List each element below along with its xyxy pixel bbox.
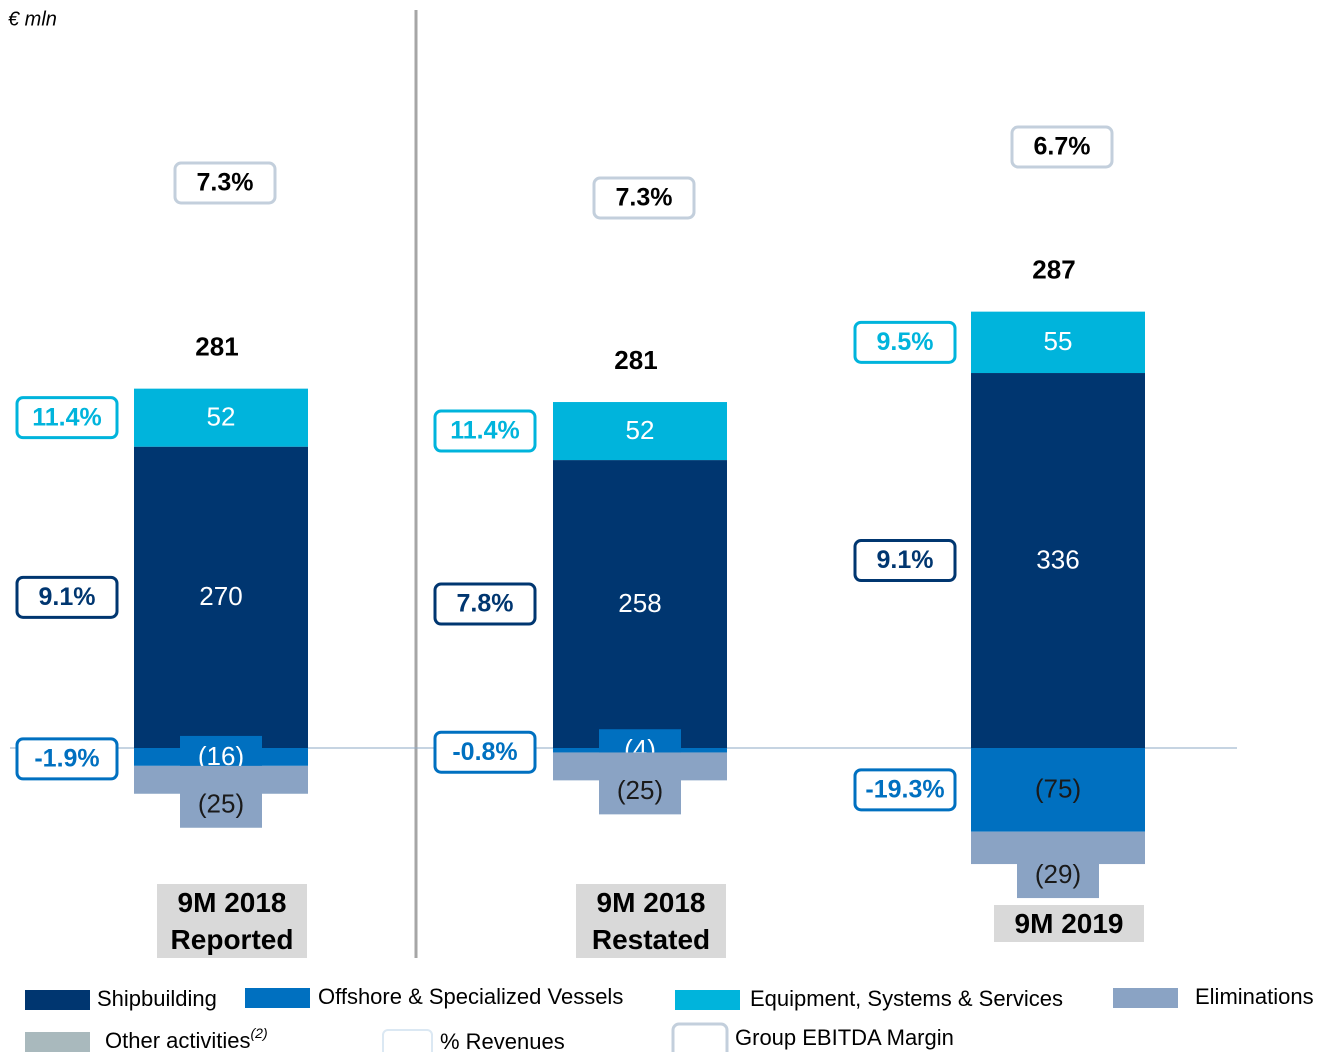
- legend-label: Shipbuilding: [97, 986, 217, 1011]
- segment-margin-box: [853, 539, 957, 583]
- segment-margin: 9.1%: [39, 583, 96, 611]
- legend-name: Shipbuilding: [97, 986, 217, 1011]
- legend-superscript: (2): [251, 1025, 268, 1041]
- segment-margin-box: [853, 768, 957, 812]
- legend-swatch: [25, 1032, 90, 1052]
- value-label: 270: [199, 581, 242, 611]
- value-label: 336: [1036, 544, 1079, 574]
- category-label: 9M 2018 Reported: [157, 884, 307, 958]
- label-box: [180, 783, 262, 828]
- label-box: [1017, 854, 1099, 899]
- category-label: 9M 2018 Restated: [576, 884, 726, 958]
- bar-segment: [971, 373, 1145, 748]
- segment-margin: 9.1%: [877, 546, 934, 574]
- ebitda-margin: 7.3%: [197, 169, 254, 197]
- segment-margin: 11.4%: [32, 403, 102, 431]
- ebitda-margin-box: [173, 161, 277, 205]
- segment-margin: -19.3%: [865, 775, 944, 803]
- ebitda-margin: 7.3%: [616, 184, 673, 212]
- bar-segment: [553, 460, 727, 748]
- value-label: (25): [617, 775, 663, 805]
- segment-margin-box: [433, 409, 537, 453]
- ebitda-margin: 6.7%: [1034, 133, 1091, 161]
- total-label: 287: [1032, 255, 1075, 285]
- category-label: 9M 2019: [994, 905, 1144, 942]
- unit-label: € mln: [8, 8, 57, 30]
- legend-swatch: [1113, 988, 1178, 1008]
- legend-name: Equipment, Systems & Services: [750, 986, 1063, 1011]
- ebitda-margin-box: [592, 176, 696, 220]
- bar-segment: [553, 402, 727, 461]
- segment-margin: 11.4%: [450, 417, 520, 445]
- segment-margin: -1.9%: [34, 745, 99, 773]
- legend-name: Other activities: [105, 1028, 251, 1052]
- value-label: (25): [198, 789, 244, 819]
- value-label: 258: [618, 588, 661, 618]
- legend-name: Eliminations: [1195, 984, 1314, 1009]
- bar-segment: [134, 388, 308, 447]
- value-label: 52: [207, 402, 236, 432]
- segment-margin-box: [15, 737, 119, 781]
- ebitda-margin-box: [1010, 125, 1114, 169]
- segment-margin: 7.8%: [457, 590, 514, 618]
- bar-segment: [971, 311, 1145, 374]
- segment-margin-box: [433, 730, 537, 774]
- label-box: [599, 770, 681, 815]
- legend-label: Equipment, Systems & Services: [750, 986, 1063, 1011]
- legend-label: % Revenues: [440, 1029, 565, 1052]
- legend-swatch: [245, 988, 310, 1008]
- segment-margin-box: [433, 582, 537, 626]
- segment-margin-box: [15, 575, 119, 619]
- value-label: (75): [1035, 774, 1081, 804]
- legend-label: Eliminations: [1195, 984, 1314, 1009]
- legend-name: Offshore & Specialized Vessels: [318, 984, 623, 1009]
- value-label: 52: [626, 415, 655, 445]
- legend-label: Group EBITDA Margin: [735, 1025, 954, 1050]
- value-label: 55: [1044, 326, 1073, 356]
- bar-segment: [134, 446, 308, 748]
- legend-swatch: [25, 990, 90, 1010]
- legend-box: [382, 1029, 433, 1052]
- segment-margin: -0.8%: [452, 738, 517, 766]
- legend-box: [671, 1022, 729, 1052]
- legend-label: Offshore & Specialized Vessels: [318, 984, 623, 1009]
- total-label: 281: [614, 345, 657, 375]
- segment-margin-box: [853, 320, 957, 364]
- value-label: (16): [198, 741, 244, 771]
- value-label: (29): [1035, 859, 1081, 889]
- segment-margin-box: [15, 396, 119, 440]
- segment-margin: 9.5%: [877, 328, 934, 356]
- total-label: 281: [195, 332, 238, 362]
- legend-swatch: [675, 990, 740, 1010]
- bar-segment: [971, 748, 1145, 832]
- legend-label: Other activities(2): [105, 1025, 268, 1052]
